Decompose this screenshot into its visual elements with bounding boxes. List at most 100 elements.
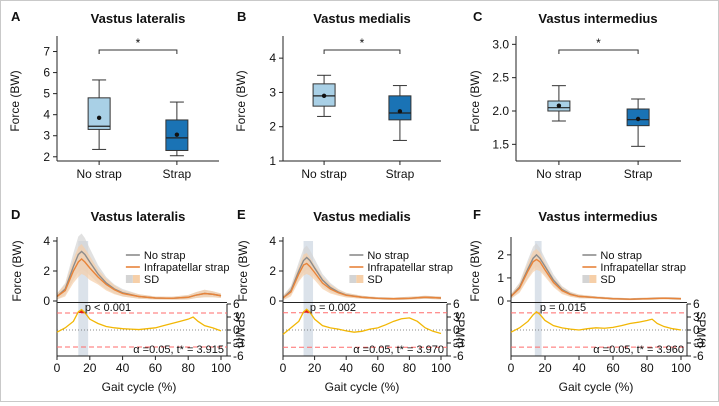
y-axis-label: Force (BW): [236, 240, 250, 301]
significance-star: *: [136, 36, 141, 50]
x-tick-label: 20: [83, 361, 97, 375]
significance-star: *: [596, 36, 601, 50]
spm-tick-label: -6: [693, 349, 704, 363]
legend-label: SD: [367, 274, 382, 286]
y-tick-label: 0: [43, 294, 50, 308]
legend-swatch-sd-gray: [582, 275, 590, 283]
y-tick-label: 0: [497, 294, 504, 308]
y-tick-label: 2: [269, 120, 276, 134]
panel-letter: E: [237, 207, 246, 222]
alpha-threshold-label: α =0.05, t* = 3.915: [133, 344, 224, 356]
y-tick-label: 4: [269, 51, 276, 65]
series-line: [56, 258, 222, 300]
panel-letter: F: [473, 207, 481, 222]
sd-band: [511, 249, 681, 301]
significance-shade: [303, 241, 314, 356]
spm-tick-label: -3: [693, 336, 704, 350]
significance-shade: [534, 241, 542, 356]
alpha-threshold-label: α =0.05, t* = 3.960: [593, 344, 684, 356]
x-tick-label: 100: [431, 361, 451, 375]
x-tick-label: Strap: [163, 167, 192, 181]
mean-point: [556, 103, 562, 108]
x-tick-label: Strap: [386, 167, 415, 181]
panel-letter: C: [473, 9, 483, 24]
y-tick-label: 4: [43, 108, 50, 122]
y-tick-label: 4: [43, 234, 50, 248]
y-tick-label: 0: [269, 294, 276, 308]
spm-tick-label: -3: [453, 336, 464, 350]
panel-title: Vastus medialis: [313, 11, 411, 26]
legend-swatch-sd-orange: [356, 275, 364, 283]
spm-tick-label: -6: [453, 349, 464, 363]
x-tick-label: 60: [371, 361, 385, 375]
y-tick-label: 2.5: [492, 71, 509, 85]
x-tick-label: 0: [508, 361, 515, 375]
x-tick-label: 80: [182, 361, 196, 375]
y-tick-label: 2: [497, 248, 504, 262]
legend-swatch-sd-gray: [349, 275, 357, 283]
x-tick-label: 80: [640, 361, 654, 375]
spm-axis-label: SPM{t}: [233, 311, 247, 348]
x-tick-label: Strap: [624, 167, 653, 181]
spm-tick-label: -3: [233, 336, 244, 350]
box: [87, 97, 111, 130]
y-tick-label: 7: [43, 45, 50, 59]
panel-title: Vastus lateralis: [91, 11, 186, 26]
p-value-label: p = 0.002: [310, 302, 356, 314]
x-tick-label: 40: [116, 361, 130, 375]
spm-tick-label: 0: [693, 323, 700, 337]
x-tick-label: 100: [671, 361, 691, 375]
legend-swatch-sd-gray: [125, 275, 133, 283]
spm-axis-label: SPM{t}: [694, 311, 708, 348]
panel-title: Vastus intermedius: [538, 209, 657, 224]
panel-letter: B: [237, 9, 246, 24]
spm-tick-label: 6: [233, 297, 240, 311]
spm-axis-label: SPM{t}: [453, 311, 467, 348]
y-tick-label: 2: [269, 264, 276, 278]
legend-label: Infrapatellar strap: [600, 262, 686, 274]
legend-label: No strap: [600, 250, 642, 262]
x-tick-label: No strap: [76, 167, 122, 181]
legend-swatch-sd-orange: [132, 275, 140, 283]
x-tick-label: 40: [340, 361, 354, 375]
panel-title: Vastus lateralis: [91, 209, 186, 224]
x-axis-label: Gait cycle (%): [102, 380, 177, 394]
x-tick-label: 60: [149, 361, 163, 375]
spm-tick-label: 0: [453, 323, 460, 337]
significance-shade: [78, 241, 89, 356]
x-tick-label: 20: [538, 361, 552, 375]
x-tick-label: 100: [211, 361, 231, 375]
x-axis-label: Gait cycle (%): [559, 380, 634, 394]
legend-label: Infrapatellar strap: [144, 262, 230, 274]
x-axis-label: Gait cycle (%): [325, 380, 400, 394]
x-tick-label: 0: [54, 361, 61, 375]
y-tick-label: 4: [269, 234, 276, 248]
panel-title: Vastus intermedius: [538, 11, 657, 26]
y-tick-label: 1: [269, 154, 276, 168]
spm-tick-label: 0: [233, 323, 240, 337]
y-tick-label: 2: [43, 150, 50, 164]
sd-band: [283, 253, 441, 301]
spm-trajectory: [282, 308, 442, 335]
mean-point: [397, 109, 403, 114]
y-axis-label: Force (BW): [8, 70, 22, 131]
x-tick-label: No strap: [536, 167, 582, 181]
panel-letter: A: [11, 9, 21, 24]
spm-trajectory: [510, 310, 682, 333]
y-axis-label: Force (BW): [10, 240, 24, 301]
box: [388, 95, 412, 121]
significance-bracket: [98, 49, 178, 54]
mean-point: [96, 115, 102, 121]
legend-label: SD: [600, 274, 615, 286]
spm-tick-label: 6: [693, 297, 700, 311]
panel-letter: D: [11, 207, 20, 222]
p-value-label: p < 0.001: [85, 302, 131, 314]
x-tick-label: 60: [606, 361, 620, 375]
legend-swatch-sd-orange: [589, 275, 597, 283]
legend-label: No strap: [367, 250, 409, 262]
legend-label: Infrapatellar strap: [367, 262, 453, 274]
y-tick-label: 5: [43, 87, 50, 101]
x-tick-label: No strap: [301, 167, 347, 181]
